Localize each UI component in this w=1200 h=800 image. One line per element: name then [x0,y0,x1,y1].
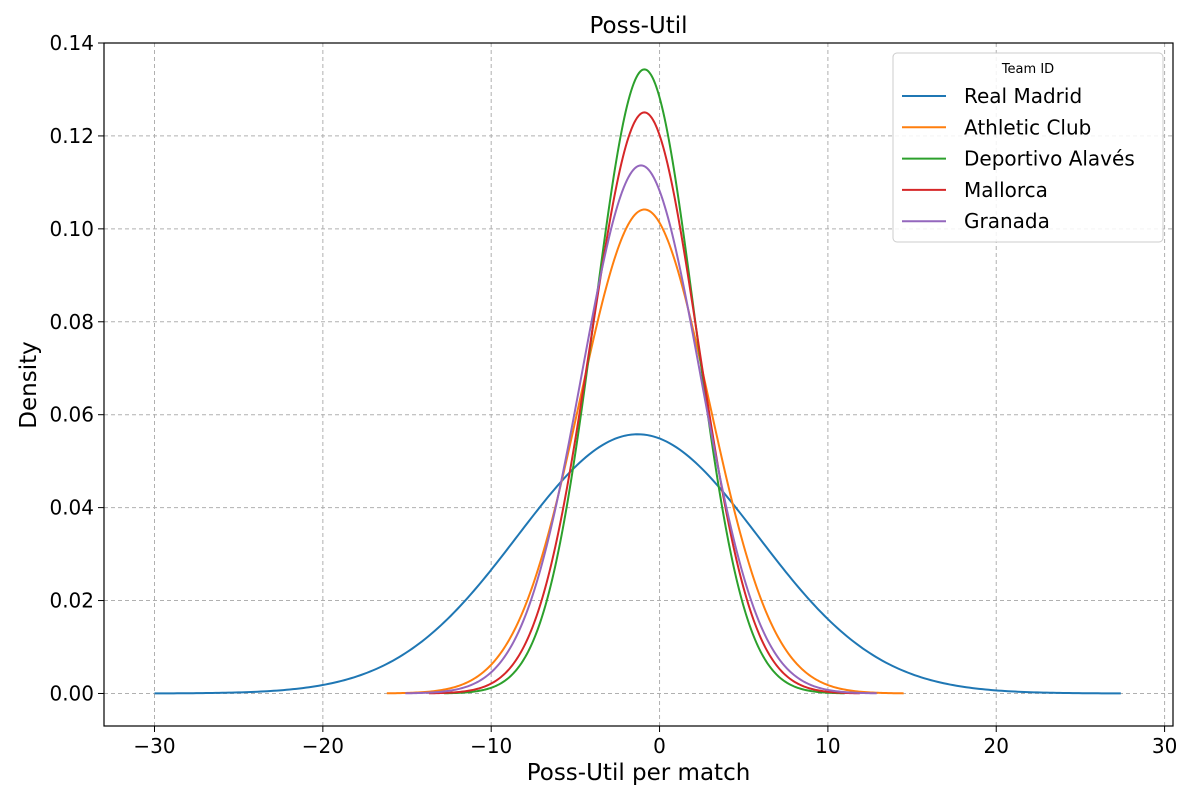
legend: Team ID Real Madrid Athletic Club Deportiv… [892,52,1164,243]
y-tick-label: 0.06 [49,403,94,427]
legend-label-deportivo-alaves: Deportivo Alavés [964,147,1135,171]
legend-items: Real Madrid Athletic Club Deportivo Alavés… [902,84,1135,233]
x-tick-label: −30 [133,734,175,758]
series-line-real-madrid [154,433,1121,695]
x-tick-label: 20 [984,734,1009,758]
legend-box [892,52,1164,243]
chart-title: Poss-Util [589,13,687,39]
x-tick-label: 0 [653,734,666,758]
x-tick-label: 10 [815,734,840,758]
y-tick-label: 0.12 [49,124,94,148]
y-tick-label: 0.10 [49,217,94,241]
y-tick-label: 0.02 [49,589,94,613]
y-axis-ticks: 0.00 0.02 0.04 0.06 0.08 0.10 0.12 0.14 [49,31,104,705]
legend-label-real-madrid: Real Madrid [964,84,1082,108]
x-tick-label: −20 [302,734,344,758]
legend-title: Team ID [1001,62,1054,77]
x-axis-ticks: −30 −20 −10 0 10 20 30 [133,726,1177,758]
y-axis-label: Density [16,341,42,428]
y-tick-label: 0.04 [49,496,94,520]
series-lines [154,68,1121,695]
x-tick-label: −10 [470,734,512,758]
x-tick-label: 30 [1152,734,1177,758]
legend-label-mallorca: Mallorca [964,178,1048,202]
x-axis-label: Poss-Util per match [527,760,751,786]
series-line-mallorca [428,111,860,695]
series-line-deportivo-alaves [444,68,845,695]
y-tick-label: 0.00 [49,681,94,705]
plot-area-frame [103,42,1174,727]
series-line-granada [405,164,877,695]
series-line-athletic-club [386,208,904,695]
legend-label-athletic-club: Athletic Club [964,115,1091,139]
legend-label-granada: Granada [964,209,1050,233]
y-tick-label: 0.14 [49,31,94,55]
y-tick-label: 0.08 [49,310,94,334]
